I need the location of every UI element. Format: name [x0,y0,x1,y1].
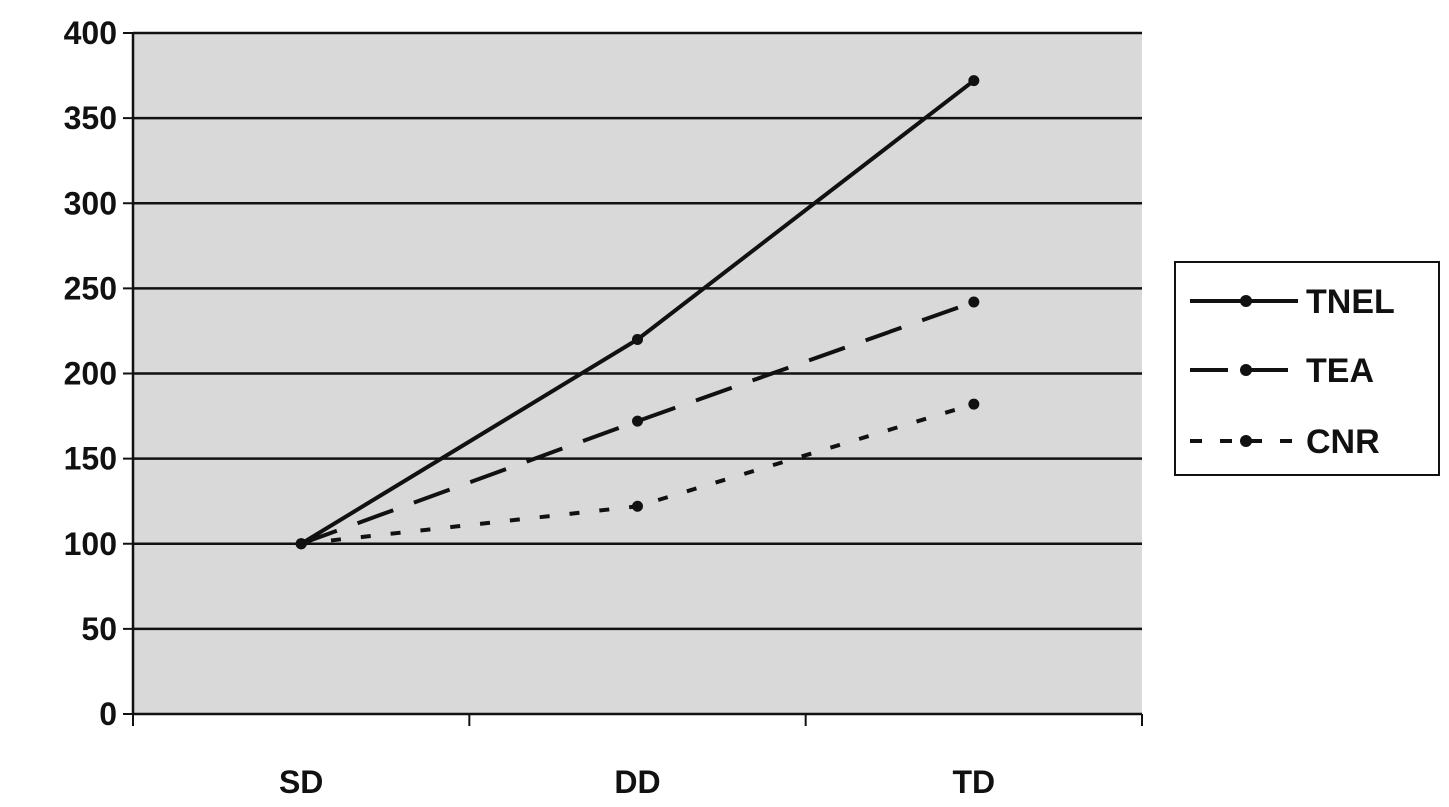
data-point-cnr [295,538,307,550]
data-point-cnr [968,398,980,410]
data-point-cnr [632,500,643,512]
legend-label-tea: TEA [1306,352,1374,390]
y-tick-label: 150 [64,441,117,477]
data-point-tea [968,296,980,308]
legend-marker-tnel [1240,295,1252,307]
x-axis-ticks: SD DD TD [132,714,1143,800]
y-axis-ticks: 0 50 100 150 200 250 300 350 400 [64,15,133,732]
y-tick-label: 50 [81,611,117,647]
y-tick-label: 250 [64,270,117,306]
data-point-tea [632,415,643,427]
y-tick-label: 200 [64,356,117,392]
legend: TNEL TEA CNR [1174,261,1440,476]
legend-marker-tea [1240,364,1252,376]
legend-marker-cnr [1240,435,1252,447]
y-tick-label: 400 [64,15,117,51]
y-tick-label: 100 [64,526,117,562]
legend-label-cnr: CNR [1306,423,1380,461]
y-tick-label: 350 [64,100,117,136]
x-tick-label: SD [279,764,323,800]
x-tick-label: TD [953,764,996,800]
data-point-tnel [968,75,980,87]
legend-label-tnel: TNEL [1306,283,1395,321]
x-tick-label: DD [614,764,660,800]
y-tick-label: 300 [64,185,117,221]
y-tick-label: 0 [99,696,117,732]
series-lines [295,75,980,550]
data-point-tnel [632,333,643,345]
